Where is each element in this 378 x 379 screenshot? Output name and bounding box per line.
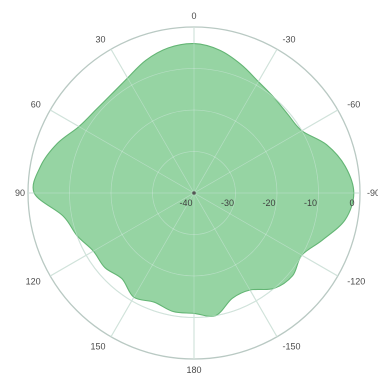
ring-overlay (69, 68, 319, 318)
radial-tick-label: -40 (179, 198, 192, 208)
radial-tick-label: -30 (221, 198, 234, 208)
angle-tick-label: -60 (347, 100, 360, 110)
angle-tick-label: 30 (95, 35, 105, 45)
angle-tick-label: 180 (186, 365, 201, 375)
radiation-pattern-area (32, 43, 355, 317)
angle-tick-label: 150 (90, 341, 105, 351)
angle-tick-label: 60 (31, 100, 41, 110)
ring-overlay (110, 109, 278, 277)
angle-tick-label: -90 (367, 188, 378, 198)
ring-overlay (152, 151, 236, 235)
data-layer (28, 27, 360, 359)
angle-tick-label: -150 (283, 341, 301, 351)
angle-tick-label: 120 (26, 277, 41, 287)
angle-tick-label: -30 (283, 35, 296, 45)
angle-tick-label: 90 (15, 188, 25, 198)
radial-tick-label: -10 (304, 198, 317, 208)
angle-tick-label: -120 (347, 277, 365, 287)
radial-tick-label: -20 (262, 198, 275, 208)
angle-tick-label: 0 (191, 11, 196, 21)
center-point (192, 191, 196, 195)
label-layer: 0 -30 -60 -90 -120 -150 180 150 120 90 60 30 -40 -30 -… (15, 11, 378, 375)
radial-tick-label: 0 (349, 198, 354, 208)
